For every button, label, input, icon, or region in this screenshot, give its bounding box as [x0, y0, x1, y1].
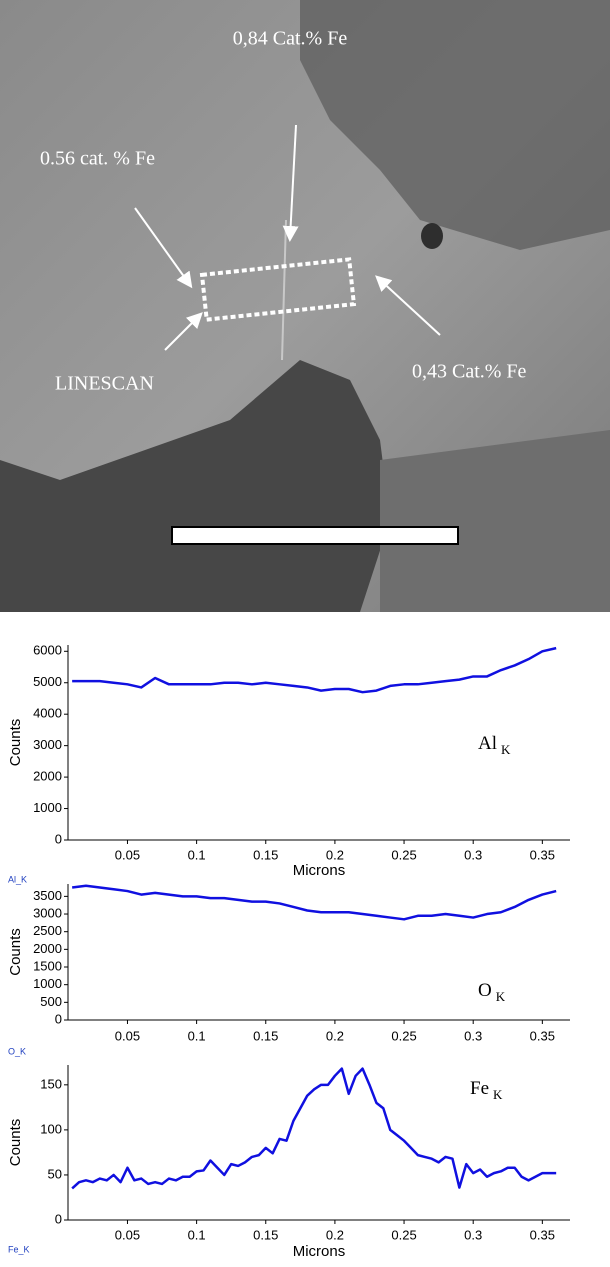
x-tick-label: 0.05	[115, 847, 140, 862]
y-tick-label: 1000	[33, 976, 62, 991]
data-line	[72, 648, 556, 692]
x-tick-label: 0.2	[326, 1028, 344, 1043]
y-tick-label: 3000	[33, 737, 62, 752]
x-axis-label: Microns	[293, 1243, 346, 1260]
annotation-subscript: K	[496, 989, 506, 1004]
x-tick-label: 0.15	[253, 1028, 278, 1043]
y-tick-label: 3000	[33, 905, 62, 920]
figure: 0,84 Cat.% Fe 0.56 cat. % Fe LINESCAN 0,…	[0, 0, 610, 1267]
x-tick-label: 0.25	[391, 847, 416, 862]
y-tick-label: 0	[55, 831, 62, 846]
y-tick-label: 1000	[33, 800, 62, 815]
sem-image: 0,84 Cat.% Fe 0.56 cat. % Fe LINESCAN 0,…	[0, 0, 610, 612]
annotation-subscript: K	[493, 1087, 503, 1102]
x-tick-label: 0.2	[326, 1227, 344, 1242]
x-tick-label: 0.3	[464, 1227, 482, 1242]
annotation: LINESCAN	[55, 373, 154, 395]
y-axis-label: Counts	[7, 928, 24, 976]
x-tick-label: 0.15	[253, 1227, 278, 1242]
x-tick-label: 0.1	[188, 1227, 206, 1242]
x-tick-label: 0.25	[391, 1227, 416, 1242]
source-label: O_K	[8, 1046, 26, 1056]
y-tick-label: 2500	[33, 923, 62, 938]
x-tick-label: 0.35	[530, 1227, 555, 1242]
x-tick-label: 0.35	[530, 847, 555, 862]
y-tick-label: 0	[55, 1211, 62, 1226]
y-tick-label: 2000	[33, 941, 62, 956]
annotation-text: O	[478, 980, 492, 1001]
y-axis-label: Counts	[7, 1119, 24, 1167]
annotation: 0,43 Cat.% Fe	[412, 361, 527, 383]
x-tick-label: 0.05	[115, 1028, 140, 1043]
series-annotation: Al K	[478, 733, 511, 757]
y-tick-label: 0	[55, 1011, 62, 1026]
pit	[421, 223, 443, 249]
x-tick-label: 0.05	[115, 1227, 140, 1242]
annotation: 0,84 Cat.% Fe	[233, 28, 348, 50]
y-tick-label: 3500	[33, 888, 62, 903]
y-tick-label: 50	[48, 1166, 62, 1181]
source-label: Fe_K	[8, 1244, 30, 1254]
x-tick-label: 0.25	[391, 1028, 416, 1043]
series-annotation: Fe K	[470, 1078, 503, 1102]
y-tick-label: 5000	[33, 674, 62, 689]
y-tick-label: 4000	[33, 706, 62, 721]
x-axis-label: Microns	[293, 862, 346, 879]
x-tick-label: 0.15	[253, 847, 278, 862]
x-tick-label: 0.2	[326, 847, 344, 862]
x-tick-label: 0.3	[464, 1028, 482, 1043]
x-tick-label: 0.3	[464, 847, 482, 862]
x-tick-label: 0.35	[530, 1028, 555, 1043]
y-axis-label: Counts	[7, 719, 24, 767]
y-tick-label: 1500	[33, 958, 62, 973]
source-label: Al_K	[8, 874, 27, 884]
y-tick-label: 150	[40, 1076, 62, 1091]
scale-bar	[172, 527, 458, 544]
page: 0,84 Cat.% Fe 0.56 cat. % Fe LINESCAN 0,…	[0, 0, 610, 1267]
y-tick-label: 2000	[33, 769, 62, 784]
annotation-text: Fe	[470, 1078, 489, 1099]
y-tick-label: 6000	[33, 643, 62, 658]
x-tick-label: 0.1	[188, 1028, 206, 1043]
data-line	[72, 886, 556, 920]
y-tick-label: 500	[40, 994, 62, 1009]
annotation-subscript: K	[501, 742, 511, 757]
y-tick-label: 100	[40, 1121, 62, 1136]
annotation: 0.56 cat. % Fe	[40, 148, 155, 170]
lower-grain	[380, 430, 610, 612]
x-tick-label: 0.1	[188, 847, 206, 862]
annotation-text: Al	[478, 733, 497, 754]
